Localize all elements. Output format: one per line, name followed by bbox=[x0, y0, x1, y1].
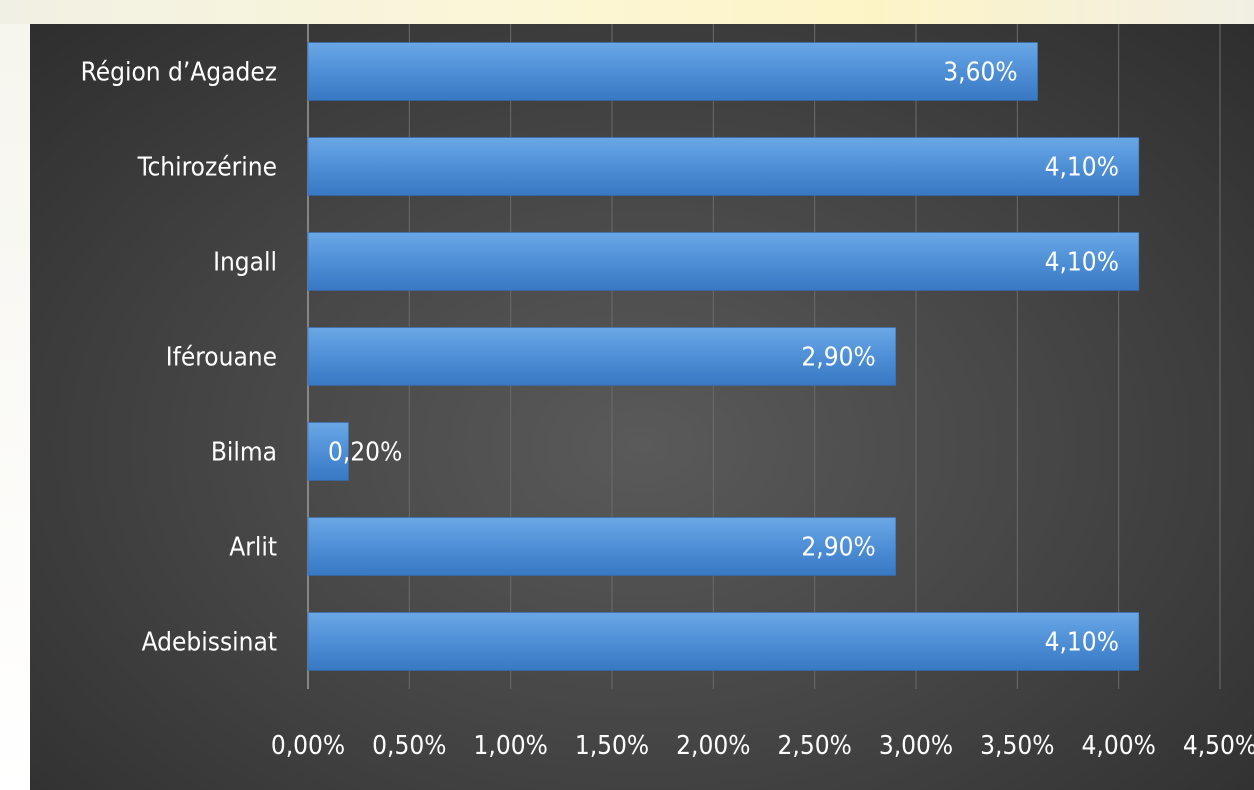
bar bbox=[307, 327, 896, 386]
category-label: Adebissinat bbox=[142, 628, 277, 658]
bar bbox=[307, 422, 349, 481]
x-tick-label: 2,50% bbox=[778, 731, 852, 761]
bar-chart: 0,00% 0,50% 1,00% 1,50% 2,00% 2,50% 3,00% 3,50%… bbox=[81, 24, 1254, 762]
data-label: 4,10% bbox=[1045, 248, 1119, 278]
category-label: Tchirozérine bbox=[137, 153, 277, 183]
data-label: 4,10% bbox=[1045, 153, 1119, 183]
category-label: Ingall bbox=[213, 248, 277, 278]
bar bbox=[307, 612, 1140, 671]
x-tick-label: 4,00% bbox=[1082, 731, 1156, 761]
data-label: 2,90% bbox=[801, 533, 875, 563]
category-label: Région d’Agadez bbox=[81, 58, 277, 88]
left-strip bbox=[0, 24, 30, 790]
data-label: 3,60% bbox=[943, 58, 1017, 88]
data-label: 0,20% bbox=[328, 438, 402, 468]
x-tick-label: 1,00% bbox=[474, 731, 548, 761]
x-tick-label: 3,50% bbox=[980, 731, 1054, 761]
category-label: Bilma bbox=[211, 438, 277, 468]
chart-area: 0,00% 0,50% 1,00% 1,50% 2,00% 2,50% 3,00% 3,50%… bbox=[30, 24, 1254, 790]
bar bbox=[307, 232, 1140, 291]
x-tick-label: 0,50% bbox=[372, 731, 446, 761]
x-tick-label: 0,00% bbox=[271, 731, 345, 761]
bars bbox=[307, 42, 1140, 671]
x-tick-label: 3,00% bbox=[879, 731, 953, 761]
category-label: Arlit bbox=[229, 533, 277, 563]
data-label: 4,10% bbox=[1045, 628, 1119, 658]
bar bbox=[307, 42, 1038, 101]
top-strip bbox=[0, 0, 1254, 24]
data-label: 2,90% bbox=[801, 343, 875, 373]
bar bbox=[307, 137, 1140, 196]
x-tick-label: 2,00% bbox=[676, 731, 750, 761]
labels: 0,00% 0,50% 1,00% 1,50% 2,00% 2,50% 3,00% 3,50%… bbox=[81, 58, 1254, 762]
x-tick-label: 4,50% bbox=[1183, 731, 1254, 761]
x-tick-label: 1,50% bbox=[575, 731, 649, 761]
bar bbox=[307, 517, 896, 576]
category-label: Iférouane bbox=[166, 343, 277, 373]
